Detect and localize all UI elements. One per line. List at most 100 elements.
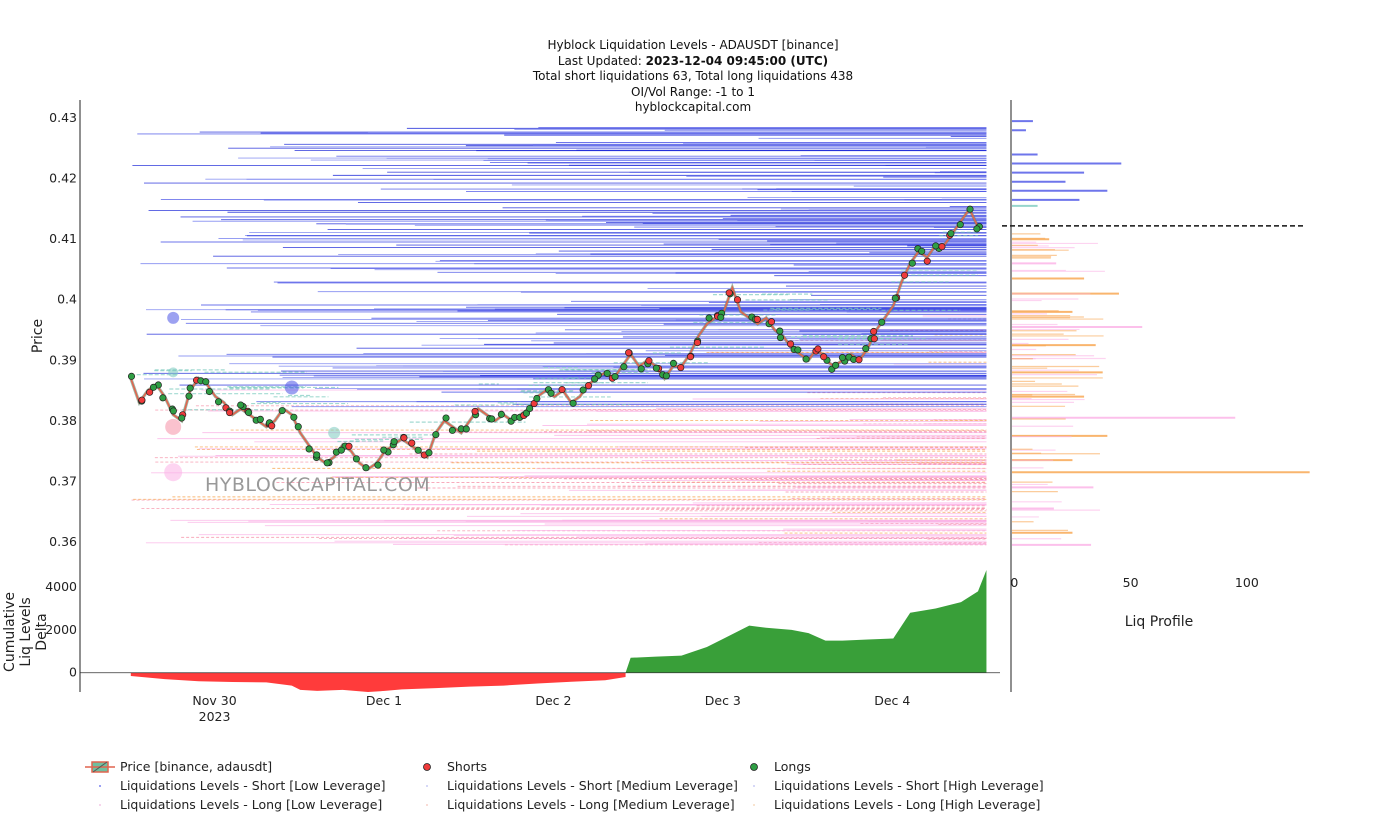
candle-icon xyxy=(85,760,115,774)
long-dot xyxy=(838,354,847,362)
long-dot xyxy=(533,394,541,403)
long-dot xyxy=(178,414,186,422)
y-tick-label: 0.39 xyxy=(49,352,77,367)
legend-item-longs[interactable]: Longs xyxy=(739,759,1069,774)
y-tick-label: 0.4 xyxy=(57,292,77,307)
liq-bubble xyxy=(164,463,183,482)
long-dot xyxy=(776,334,785,342)
liquidation-dots xyxy=(127,205,983,472)
x-tick-label: Dec 1 xyxy=(366,693,402,708)
y-tick-label: 0.42 xyxy=(49,171,77,186)
long-dot xyxy=(878,318,886,326)
long-dot xyxy=(669,359,678,367)
x-tick-label: Dec 2 xyxy=(535,693,571,708)
long-dot xyxy=(294,423,302,431)
source-line: hyblockcapital.com xyxy=(634,100,752,114)
short-dot xyxy=(645,357,653,365)
long-dot xyxy=(185,392,193,400)
long-dot xyxy=(966,205,974,213)
red-dot-icon xyxy=(412,760,442,774)
short-dot xyxy=(767,318,776,326)
last-updated: Last Updated: 2023-12-04 09:45:00 (UTC) xyxy=(0,54,1386,70)
delta-axis-title: Cumulative xyxy=(2,592,18,672)
delta-y-tick-label: 2000 xyxy=(45,622,77,637)
long-dot xyxy=(973,225,981,233)
short-dot xyxy=(787,340,795,348)
chart-title: Hyblock Liquidation Levels - ADAUSDT [bi… xyxy=(547,38,839,52)
long-dot xyxy=(374,461,382,469)
legend-item-short-high[interactable]: Liquidations Levels - Short [High Levera… xyxy=(739,778,1069,793)
y-tick-label: 0.36 xyxy=(49,534,77,549)
legend-item-long-high[interactable]: Liquidations Levels - Long [High Leverag… xyxy=(739,797,1069,812)
short-dot xyxy=(733,296,742,304)
long-dot xyxy=(932,242,940,250)
long-dot xyxy=(891,294,899,302)
legend-label: Liquidations Levels - Short [Medium Leve… xyxy=(447,778,738,793)
short-dot xyxy=(268,422,276,430)
delta-positive-area xyxy=(625,570,987,673)
long-dot xyxy=(323,459,331,467)
long-dot xyxy=(591,375,599,383)
long-dot xyxy=(380,446,388,454)
legend: Price [binance, adausdt] Shorts Longs Li… xyxy=(85,757,1085,814)
liq-bubble xyxy=(167,311,180,324)
short-dot xyxy=(625,349,633,357)
legend-row: Liquidations Levels - Long [Low Leverage… xyxy=(85,795,1085,814)
long-dot xyxy=(497,410,505,418)
long-dot xyxy=(425,449,433,457)
long-dot xyxy=(794,346,802,354)
delta-y-tick-label: 0 xyxy=(69,665,77,680)
legend-item-long-low[interactable]: Liquidations Levels - Long [Low Leverage… xyxy=(85,797,412,812)
short-dot xyxy=(584,382,593,390)
legend-item-short-med[interactable]: Liquidations Levels - Short [Medium Leve… xyxy=(412,778,739,793)
long-dot xyxy=(442,414,450,422)
long-dot xyxy=(918,247,926,255)
long-dot xyxy=(652,364,660,372)
long-dot xyxy=(214,398,223,406)
delta-axis-title: Delta xyxy=(34,613,50,650)
delta-plot-area xyxy=(80,570,1000,692)
short-dot xyxy=(855,356,863,364)
legend-label: Price [binance, adausdt] xyxy=(120,759,273,774)
long-dot xyxy=(290,413,298,421)
long-dot xyxy=(186,384,194,392)
long-dot xyxy=(432,431,440,439)
long-dot xyxy=(956,221,964,229)
legend-label: Longs xyxy=(774,759,811,774)
short-dot xyxy=(408,439,416,447)
liq-bubble xyxy=(165,418,182,435)
long-dot xyxy=(390,438,398,446)
small-dot-icon xyxy=(85,779,115,793)
x-tick-label: Dec 3 xyxy=(705,693,741,708)
long-dot xyxy=(705,314,713,322)
long-dot xyxy=(637,365,645,373)
long-dot xyxy=(579,386,587,394)
short-dot xyxy=(820,353,828,361)
short-dot xyxy=(400,434,408,442)
legend-item-short-low[interactable]: Liquidations Levels - Short [Low Leverag… xyxy=(85,778,412,793)
profile-axis-title: Liq Profile xyxy=(1125,614,1194,630)
short-dot xyxy=(471,407,479,415)
chart-title-block: Hyblock Liquidation Levels - ADAUSDT [bi… xyxy=(0,38,1386,116)
long-dot xyxy=(256,415,264,423)
profile-x-tick-label: 50 xyxy=(1123,575,1139,590)
short-dot xyxy=(686,353,695,361)
short-dot xyxy=(146,388,154,396)
long-dot xyxy=(305,445,313,453)
legend-label: Liquidations Levels - Long [Medium Lever… xyxy=(447,797,735,812)
small-dot-icon xyxy=(739,779,769,793)
short-dot xyxy=(558,386,566,394)
long-dot xyxy=(776,327,784,335)
legend-item-price[interactable]: Price [binance, adausdt] xyxy=(85,759,412,774)
long-dot xyxy=(832,361,840,369)
long-dot xyxy=(278,407,286,415)
long-dot xyxy=(611,373,619,381)
x-tick-label: Dec 4 xyxy=(874,693,910,708)
long-dot xyxy=(908,259,916,267)
short-dot xyxy=(753,315,761,323)
legend-item-shorts[interactable]: Shorts xyxy=(412,759,739,774)
last-updated-value: 2023-12-04 09:45:00 (UTC) xyxy=(645,53,829,68)
legend-label: Shorts xyxy=(447,759,488,774)
legend-item-long-med[interactable]: Liquidations Levels - Long [Medium Lever… xyxy=(412,797,739,812)
long-dot xyxy=(526,404,534,413)
